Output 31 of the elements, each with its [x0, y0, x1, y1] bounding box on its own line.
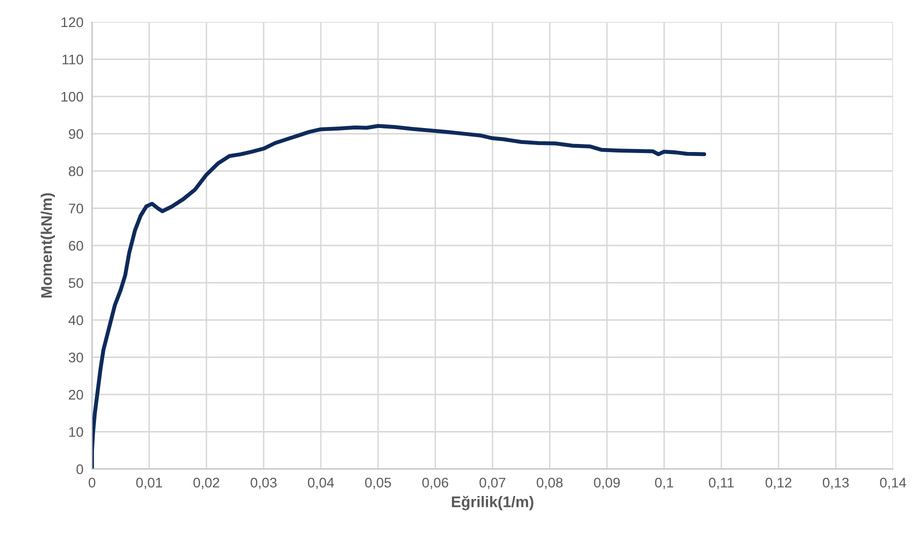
x-tick-label: 0,11	[708, 478, 734, 490]
y-tick-label: 70	[68, 204, 84, 214]
line-series	[92, 124, 706, 469]
x-tick-label: 0,14	[880, 478, 906, 490]
x-tick-label: 0,08	[536, 478, 563, 490]
y-tick-label: 30	[68, 352, 84, 362]
x-tick-label: 0,1	[655, 478, 674, 490]
x-tick-label: 0,09	[594, 478, 620, 490]
y-tick-label: 100	[62, 92, 84, 102]
y-tick-label: 40	[68, 315, 84, 326]
x-tick-label: 0,04	[308, 478, 334, 490]
y-tick-label: 60	[68, 240, 84, 251]
y-tick-label: 10	[69, 427, 84, 437]
x-tick-label: 0,06	[422, 478, 448, 490]
x-axis-title: Eğrilik(1/m)	[452, 496, 534, 510]
y-tick-label: 50	[68, 278, 84, 288]
x-tick-label: 0,12	[766, 478, 792, 490]
x-tick-label: 0,13	[822, 478, 849, 490]
y-tick-label: 0	[76, 464, 84, 474]
x-tick-label: 0,05	[365, 478, 392, 490]
y-axis-title: Moment(kN/m)	[40, 193, 55, 298]
x-tick-label: 0,02	[193, 478, 220, 490]
x-tick-label: 0	[88, 478, 96, 488]
x-tick-label: 0,03	[250, 478, 277, 490]
y-tick-label: 110	[62, 54, 84, 64]
y-tick-label: 120	[62, 17, 84, 28]
x-tick-label: 0,01	[136, 478, 162, 490]
x-tick-label: 0,07	[480, 478, 506, 490]
y-tick-label: 80	[68, 166, 84, 176]
y-tick-label: 90	[68, 129, 84, 139]
y-tick-label: 20	[68, 390, 84, 400]
